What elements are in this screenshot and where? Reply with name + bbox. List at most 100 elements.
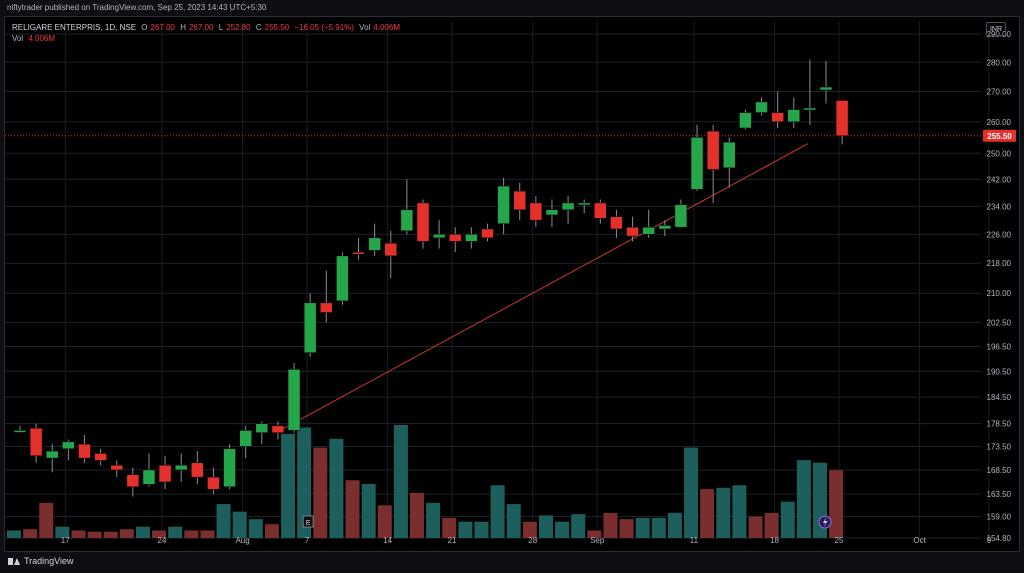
y-tick-label: 159.00	[987, 513, 1012, 522]
volume-bar	[538, 515, 553, 538]
volume-bar	[168, 526, 183, 538]
candle-body	[787, 109, 801, 123]
candle-body	[771, 112, 784, 123]
volume-bar	[297, 427, 312, 538]
y-tick-label: 234.00	[987, 202, 1012, 211]
candle-body	[497, 185, 510, 224]
chart-legend: RELIGARE ENTERPRIS, 1D, NSE O 267.00 H 267…	[12, 22, 400, 44]
volume-bar	[152, 530, 167, 538]
volume-bar	[329, 438, 344, 538]
volume-bar	[555, 521, 570, 538]
candle-body	[577, 202, 591, 206]
trendline	[275, 143, 809, 434]
volume-bar	[410, 492, 424, 538]
volume-bar	[232, 511, 247, 538]
candle-body	[610, 216, 623, 230]
y-tick-label: 242.00	[987, 175, 1012, 184]
candle-body	[674, 204, 688, 228]
candle-body	[336, 255, 349, 302]
candle-body	[835, 100, 849, 137]
x-tick-label: 21	[448, 536, 457, 545]
volume-bar	[7, 530, 21, 538]
y-tick-label: 226.00	[987, 230, 1012, 239]
x-tick-label: 17	[61, 536, 70, 545]
currency-button[interactable]: INR	[986, 22, 1006, 36]
x-tick-label: 24	[158, 536, 167, 545]
volume-bar	[587, 530, 602, 538]
x-tick-label: 14	[383, 536, 392, 545]
change-value: −16.05 (−5.91%)	[294, 23, 354, 32]
published-line: niftytrader published on TradingView.com…	[7, 3, 267, 12]
volume-bar	[700, 489, 715, 538]
candle-body	[62, 441, 75, 450]
candle-body	[626, 226, 639, 237]
published-header: niftytrader published on TradingView.com…	[0, 0, 1024, 16]
volume-bar	[442, 517, 457, 538]
volume-bar	[184, 530, 199, 538]
candle-body	[481, 228, 494, 239]
y-tick-label: 270.00	[987, 87, 1012, 96]
candle-body	[352, 251, 365, 255]
candle-body	[142, 469, 156, 485]
low-value: 252.80	[226, 23, 251, 32]
candle-body	[658, 225, 672, 230]
candle-body	[723, 141, 736, 169]
high-value: 267.00	[188, 23, 214, 32]
earnings-marker-label: E	[306, 520, 311, 527]
candle-body	[158, 464, 172, 483]
x-tick-label: 9	[987, 536, 992, 545]
candle-body	[803, 107, 817, 111]
x-tick-label: Oct	[913, 536, 926, 545]
y-tick-label: 290.00	[987, 30, 1012, 39]
y-tick-label: 178.50	[987, 420, 1012, 429]
volume-bar	[119, 529, 134, 538]
last-price-tag	[983, 129, 1016, 142]
volume-bar	[103, 531, 118, 538]
y-tick-label: 154.80	[987, 534, 1012, 543]
candle-body	[819, 86, 833, 91]
volume-bar	[377, 505, 392, 538]
candle-body	[126, 474, 140, 488]
brand-name: TradingView	[24, 556, 74, 566]
last-price-label: 255.50	[987, 132, 1012, 141]
volume-bar	[764, 512, 779, 538]
candle-body	[320, 302, 333, 313]
candle-body	[642, 226, 655, 235]
volume-label[interactable]: Vol	[12, 34, 24, 43]
candle-body	[739, 112, 752, 129]
open-label: O	[141, 23, 148, 32]
candle-body	[271, 425, 285, 433]
x-tick-label: 7	[305, 536, 310, 545]
volume-bar	[635, 517, 650, 538]
volume-bar	[522, 521, 537, 538]
volume-bar	[281, 433, 296, 538]
y-tick-label: 260.00	[987, 118, 1012, 127]
y-tick-label: 218.00	[987, 259, 1012, 268]
volume-bar	[490, 485, 505, 538]
candle-body	[368, 237, 381, 251]
volume-bar	[264, 524, 279, 538]
candle-body	[416, 202, 430, 242]
y-tick-label: 163.50	[987, 490, 1012, 499]
legend-ohlc-row: RELIGARE ENTERPRIS, 1D, NSE O 267.00 H 267…	[12, 22, 400, 33]
candle-body	[400, 209, 414, 231]
volume-bar	[313, 447, 328, 538]
candle-body	[529, 202, 543, 221]
chart-frame	[4, 16, 1020, 552]
high-label: H	[180, 23, 186, 32]
candle-body	[255, 423, 269, 433]
candle-body	[561, 202, 575, 211]
close-value: 255.50	[264, 23, 290, 32]
volume-bar	[748, 516, 763, 538]
symbol-name[interactable]: RELIGARE ENTERPRIS, 1D, NSE	[12, 23, 137, 32]
volume-bar	[829, 470, 844, 538]
vol-inline-label: Vol	[359, 23, 371, 32]
candle-body	[755, 101, 768, 113]
candle-body	[223, 448, 236, 488]
candle-body	[78, 443, 91, 459]
x-tick-label: 18	[770, 536, 779, 545]
tradingview-brand[interactable]: TradingView	[8, 556, 74, 566]
candle-body	[513, 190, 526, 211]
x-tick-label: 11	[690, 536, 699, 545]
